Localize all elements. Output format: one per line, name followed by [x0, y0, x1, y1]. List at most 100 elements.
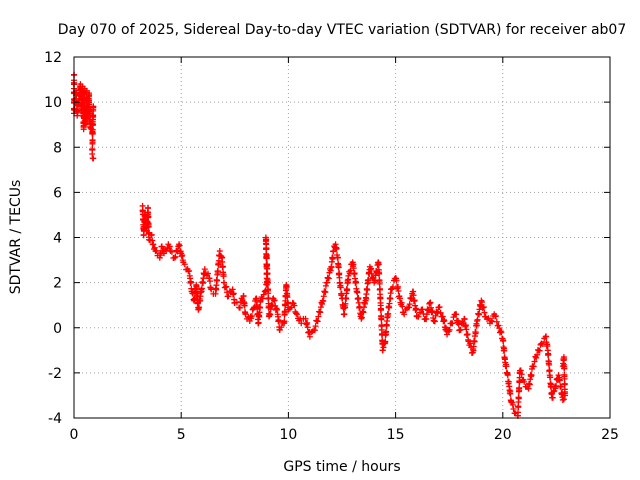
- x-tick-label: 15: [387, 427, 405, 443]
- data-point-marker: [410, 292, 417, 299]
- data-point-marker: [225, 293, 232, 300]
- data-point-marker: [471, 338, 478, 345]
- data-point-marker: [181, 261, 188, 268]
- data-point-marker: [507, 390, 514, 397]
- data-point-marker: [515, 404, 522, 411]
- data-point-marker: [283, 284, 290, 291]
- data-point-marker: [382, 338, 389, 345]
- data-point-marker: [360, 309, 367, 316]
- y-tick-label: 6: [53, 185, 62, 201]
- data-point-marker: [255, 319, 262, 326]
- x-axis-label: GPS time / hours: [283, 459, 400, 475]
- data-point-marker: [263, 245, 270, 252]
- data-point-marker: [220, 273, 227, 280]
- data-point-marker: [90, 106, 97, 113]
- data-marks: [71, 71, 568, 419]
- data-point-marker: [263, 255, 270, 262]
- data-point-marker: [281, 318, 288, 325]
- data-point-marker: [288, 304, 295, 311]
- data-point-marker: [528, 372, 535, 379]
- data-point-marker: [364, 286, 371, 293]
- data-point-marker: [521, 378, 528, 385]
- chart-title: Day 070 of 2025, Sidereal Day-to-day VTE…: [58, 22, 627, 38]
- data-point-marker: [221, 279, 228, 286]
- data-point-marker: [492, 313, 499, 320]
- data-point-marker: [383, 328, 390, 335]
- data-point-marker: [368, 265, 375, 272]
- data-point-marker: [545, 351, 552, 358]
- data-point-marker: [214, 277, 221, 284]
- data-point-marker: [467, 340, 474, 347]
- data-point-marker: [536, 347, 543, 354]
- data-point-marker: [264, 279, 271, 286]
- data-point-marker: [304, 324, 311, 331]
- y-tick-label: 10: [44, 95, 62, 111]
- data-point-marker: [230, 290, 237, 297]
- data-point-marker: [90, 155, 97, 162]
- data-point-marker: [413, 306, 420, 313]
- axes: 0 5 10 15 20 25 -4 -2 0 2 4 6 8 10 12: [44, 50, 619, 443]
- data-point-marker: [365, 276, 372, 283]
- data-point-marker: [344, 286, 351, 293]
- data-point-marker: [475, 311, 482, 318]
- y-axis-label: SDTVAR / TECUs: [8, 180, 24, 295]
- data-point-marker: [335, 264, 342, 271]
- data-point-marker: [271, 297, 278, 304]
- data-point-marker: [378, 306, 384, 313]
- data-point-marker: [376, 270, 383, 277]
- data-point-marker: [276, 327, 283, 334]
- data-point-marker: [449, 320, 456, 327]
- data-point-marker: [379, 347, 386, 354]
- data-point-marker: [561, 372, 568, 379]
- data-point-marker: [559, 396, 566, 403]
- data-point-marker: [325, 275, 332, 282]
- data-point-marker: [515, 409, 522, 416]
- data-point-marker: [328, 264, 335, 271]
- data-point-marker: [463, 326, 470, 333]
- x-tick-label: 25: [601, 427, 619, 443]
- data-point-marker: [393, 277, 400, 284]
- y-tick-label: -4: [48, 411, 62, 427]
- data-point-marker: [543, 333, 550, 340]
- data-point-marker: [560, 396, 567, 403]
- data-point-marker: [517, 367, 524, 374]
- data-point-marker: [89, 130, 96, 137]
- data-point-marker: [549, 394, 556, 401]
- data-point-marker: [311, 327, 318, 334]
- data-point-marker: [86, 92, 93, 99]
- data-point-marker: [198, 285, 205, 292]
- data-point-marker: [376, 280, 383, 287]
- data-point-marker: [401, 311, 408, 318]
- data-point-marker: [176, 242, 183, 249]
- data-point-marker: [436, 304, 443, 311]
- x-tick-label: 10: [279, 427, 297, 443]
- data-point-marker: [411, 297, 418, 304]
- data-point-marker: [145, 204, 152, 211]
- data-point-marker: [437, 309, 444, 316]
- data-point-marker: [216, 248, 223, 255]
- data-point-marker: [337, 284, 344, 291]
- data-point-marker: [242, 311, 249, 318]
- data-point-marker: [498, 329, 505, 336]
- data-point-marker: [172, 253, 179, 260]
- data-point-marker: [480, 304, 487, 311]
- data-point-marker: [526, 381, 533, 388]
- y-tick-label: 2: [53, 276, 62, 292]
- data-point-marker: [291, 302, 298, 309]
- data-point-marker: [488, 317, 495, 324]
- data-point-marker: [510, 405, 517, 412]
- data-point-marker: [457, 326, 464, 333]
- data-point-marker: [515, 394, 522, 401]
- data-point-marker: [387, 295, 394, 302]
- data-point-marker: [427, 299, 434, 306]
- data-point-marker: [376, 285, 383, 292]
- data-point-marker: [312, 323, 319, 330]
- data-point-marker: [145, 214, 152, 221]
- data-point-marker: [531, 358, 538, 365]
- data-point-marker: [453, 311, 460, 318]
- data-point-marker: [264, 270, 271, 277]
- data-point-marker: [497, 328, 504, 335]
- data-point-marker: [546, 361, 553, 368]
- data-point-marker: [275, 317, 282, 324]
